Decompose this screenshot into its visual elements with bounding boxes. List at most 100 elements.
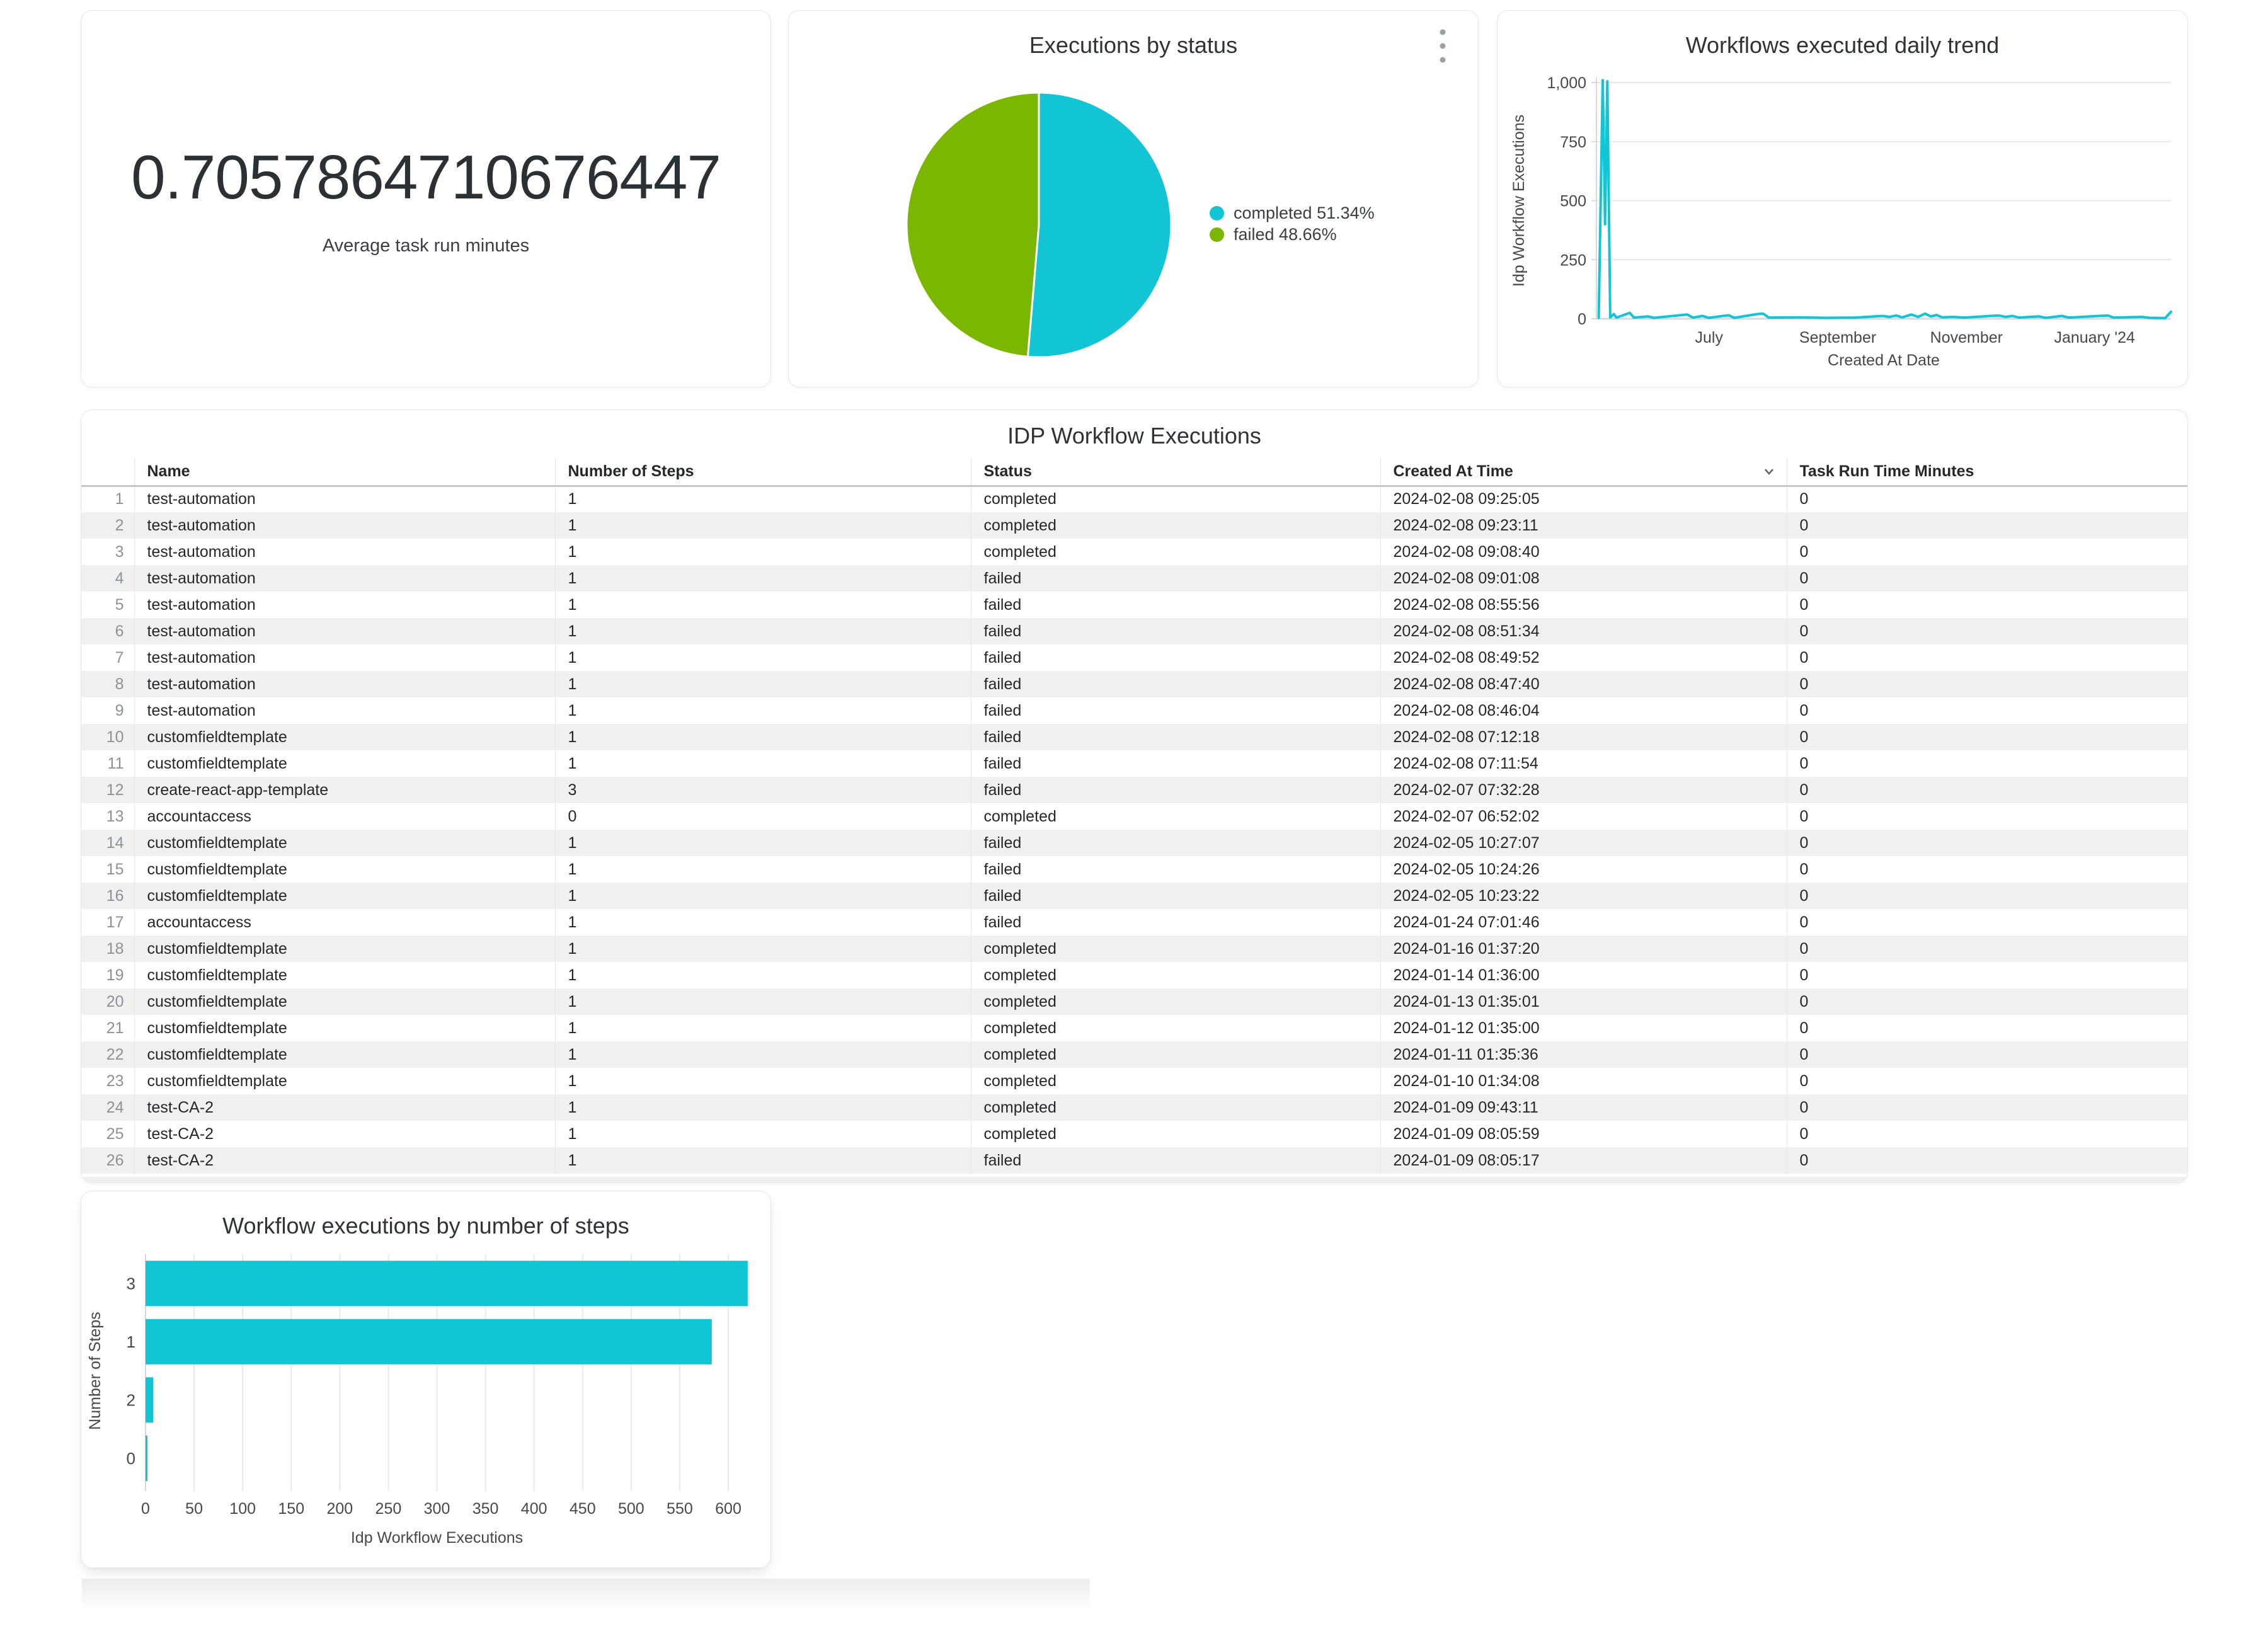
- table-row[interactable]: 20 customfieldtemplate 1 completed 2024-01-1…: [81, 988, 2187, 1015]
- column-header-name[interactable]: Name: [134, 458, 555, 487]
- column-header-number-of-steps[interactable]: Number of Steps: [554, 458, 971, 487]
- table-cell: 2024-01-11 01:35:36: [1380, 1041, 1787, 1068]
- trend-line[interactable]: [1597, 79, 2172, 319]
- column-header-task-run-time-minutes[interactable]: Task Run Time Minutes: [1786, 458, 2187, 487]
- row-number: 20: [106, 992, 124, 1010]
- table-row[interactable]: 21 customfieldtemplate 1 completed 2024-01-1…: [81, 1015, 2187, 1041]
- table-cell: 0: [1786, 592, 2187, 618]
- table-cell: 0: [1786, 539, 2187, 565]
- row-number: 26: [106, 1151, 124, 1169]
- svg-text:150: 150: [278, 1500, 304, 1518]
- row-number: 25: [106, 1125, 124, 1143]
- table-cell: 2024-02-08 08:46:04: [1380, 697, 1787, 724]
- table-cell: completed: [970, 486, 1380, 512]
- table-row[interactable]: 13 accountaccess 0 completed 2024-02-07 06:5…: [81, 803, 2187, 830]
- table-row[interactable]: 26 test-CA-2 1 failed 2024-01-09 08:05:17 0: [81, 1147, 2187, 1174]
- table-row[interactable]: 12 create-react-app-template 3 failed 2024-0…: [81, 777, 2187, 803]
- pie-slice-completed[interactable]: [1026, 91, 1172, 358]
- table-row[interactable]: 19 customfieldtemplate 1 completed 2024-01-1…: [81, 962, 2187, 988]
- column-header-status[interactable]: Status: [970, 458, 1380, 487]
- table-row[interactable]: 5 test-automation 1 failed 2024-02-08 08:55:…: [81, 592, 2187, 618]
- svg-text:300: 300: [424, 1500, 450, 1518]
- row-number: 7: [115, 648, 124, 667]
- row-number: 6: [115, 622, 124, 640]
- bar-steps-1[interactable]: [146, 1319, 712, 1365]
- table-row[interactable]: 24 test-CA-2 1 completed 2024-01-09 09:43:11…: [81, 1094, 2187, 1121]
- bar-chart: 0 50 100 150 200 250 300 350 400 450 500 550 600 3 1 2 0…: [86, 1254, 748, 1547]
- legend-item-completed[interactable]: completed 51.34%: [1210, 202, 1375, 224]
- svg-text:250: 250: [1560, 251, 1586, 269]
- table-cell: 2024-02-08 08:51:34: [1380, 618, 1787, 644]
- table-row[interactable]: 8 test-automation 1 failed 2024-02-08 08:47:…: [81, 671, 2187, 697]
- table-row[interactable]: 7 test-automation 1 failed 2024-02-08 08:49:…: [81, 644, 2187, 671]
- table-cell: 0: [1786, 909, 2187, 936]
- table-row[interactable]: 23 customfieldtemplate 1 completed 2024-01-1…: [81, 1068, 2187, 1094]
- table-cell: 3: [554, 777, 971, 803]
- table-row[interactable]: 4 test-automation 1 failed 2024-02-08 09:01:…: [81, 565, 2187, 592]
- scorecard-label: Average task run minutes: [322, 235, 530, 256]
- table-row[interactable]: 25 test-CA-2 1 completed 2024-01-09 08:05:59…: [81, 1121, 2187, 1147]
- legend-item-failed[interactable]: failed 48.66%: [1210, 224, 1375, 245]
- table-row[interactable]: 3 test-automation 1 completed 2024-02-08 09:…: [81, 539, 2187, 565]
- table-row[interactable]: 17 accountaccess 1 failed 2024-01-24 07:01:4…: [81, 909, 2187, 936]
- table-row[interactable]: 6 test-automation 1 failed 2024-02-08 08:51:…: [81, 618, 2187, 644]
- table-row[interactable]: 18 customfieldtemplate 1 completed 2024-01-1…: [81, 936, 2187, 962]
- bar-steps-0[interactable]: [146, 1435, 148, 1481]
- scorecard-value: 0.7057864710676447: [131, 142, 721, 212]
- table-cell: completed: [970, 962, 1380, 988]
- table-row[interactable]: 15 customfieldtemplate 1 failed 2024-02-05 1…: [81, 856, 2187, 883]
- table-row[interactable]: 1 test-automation 1 completed 2024-02-08 09:…: [81, 486, 2187, 512]
- table-cell: 2024-02-08 07:11:54: [1380, 750, 1787, 777]
- table-cell: completed: [970, 512, 1380, 539]
- table-cell: test-automation: [134, 592, 555, 618]
- table-cell: 1: [554, 486, 971, 512]
- bar-chart-title: Workflow executions by number of steps: [222, 1213, 629, 1239]
- table-row[interactable]: 16 customfieldtemplate 1 failed 2024-02-05 1…: [81, 883, 2187, 909]
- table-cell: 1: [554, 1015, 971, 1041]
- table-cell: 1: [554, 856, 971, 883]
- table-cell: 0: [1786, 988, 2187, 1015]
- table-row[interactable]: 22 customfieldtemplate 1 completed 2024-01-1…: [81, 1041, 2187, 1068]
- table-cell: 2024-02-05 10:24:26: [1380, 856, 1787, 883]
- table-row[interactable]: 10 customfieldtemplate 1 failed 2024-02-08 0…: [81, 724, 2187, 750]
- legend-label: failed 48.66%: [1234, 224, 1337, 244]
- row-number: 13: [106, 807, 124, 825]
- svg-text:Idp Workflow Executions: Idp Workflow Executions: [1510, 115, 1528, 287]
- pie-slice-failed[interactable]: [905, 91, 1040, 358]
- table-cell: 0: [1786, 750, 2187, 777]
- row-number: 1: [115, 490, 124, 508]
- row-number: 17: [106, 913, 124, 931]
- table-row[interactable]: 14 customfieldtemplate 1 failed 2024-02-05 1…: [81, 830, 2187, 856]
- row-number: 16: [106, 886, 124, 905]
- table-cell: 0: [1786, 803, 2187, 830]
- table-cell: customfieldtemplate: [134, 1041, 555, 1068]
- table-cell: accountaccess: [134, 803, 555, 830]
- kebab-menu-icon[interactable]: [1429, 27, 1457, 65]
- table-row[interactable]: 9 test-automation 1 failed 2024-02-08 08:46:…: [81, 697, 2187, 724]
- svg-text:January '24: January '24: [2054, 329, 2135, 346]
- table-cell: 0: [1786, 856, 2187, 883]
- row-number: 8: [115, 675, 124, 693]
- table-cell: 2024-01-16 01:37:20: [1380, 936, 1787, 962]
- table-cell: 1: [554, 1041, 971, 1068]
- column-header-created-at-time[interactable]: Created At Time: [1380, 458, 1787, 487]
- executions-by-status-card: Executions by status completed 51.34% fai…: [788, 10, 1479, 387]
- table-cell: 0: [1786, 777, 2187, 803]
- svg-text:600: 600: [715, 1500, 742, 1518]
- bar-steps-3[interactable]: [146, 1261, 748, 1307]
- table-cell: test-automation: [134, 671, 555, 697]
- table-cell: 2024-02-07 06:52:02: [1380, 803, 1787, 830]
- bar-steps-2[interactable]: [146, 1377, 154, 1423]
- table-cell: 2024-01-12 01:35:00: [1380, 1015, 1787, 1041]
- executions-table: Name Number of Steps Status Created At Time…: [81, 458, 2187, 1174]
- table-row[interactable]: 2 test-automation 1 completed 2024-02-08 09:…: [81, 512, 2187, 539]
- table-cell: 1: [554, 962, 971, 988]
- table-cell: test-automation: [134, 565, 555, 592]
- table-cell: completed: [970, 988, 1380, 1015]
- table-cell: 0: [1786, 1015, 2187, 1041]
- table-cell: 0: [1786, 1094, 2187, 1121]
- scorecard-average-task-run: 0.7057864710676447 Average task run minu…: [81, 10, 771, 387]
- table-row[interactable]: 11 customfieldtemplate 1 failed 2024-02-08 0…: [81, 750, 2187, 777]
- table-cell: 2024-02-08 07:12:18: [1380, 724, 1787, 750]
- row-number: 18: [106, 939, 124, 958]
